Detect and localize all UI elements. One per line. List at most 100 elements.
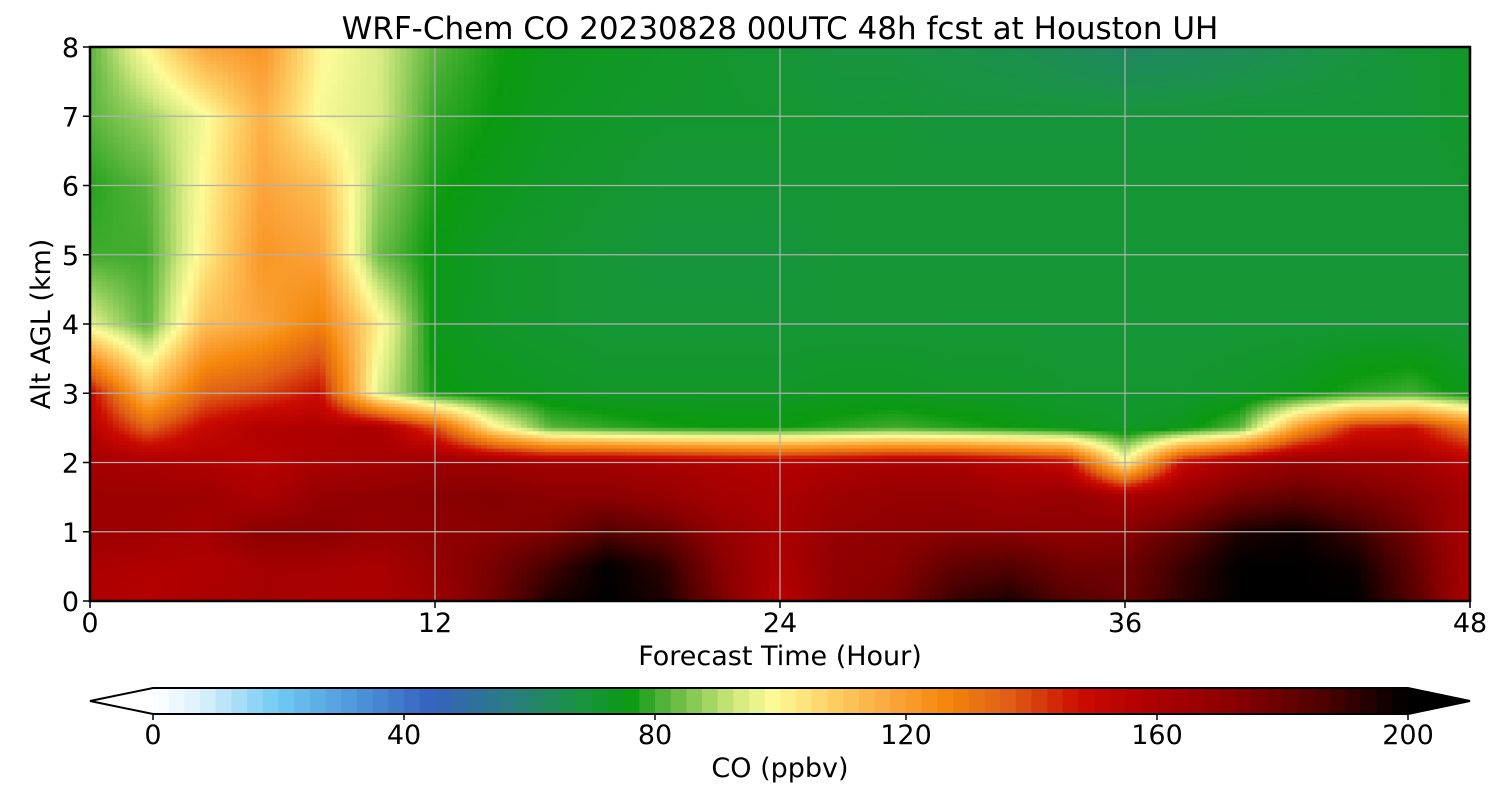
heatmap-cell bbox=[159, 60, 166, 65]
heatmap-cell bbox=[509, 57, 517, 62]
heatmap-cell bbox=[141, 67, 149, 72]
heatmap-cell bbox=[141, 116, 149, 121]
heatmap-cell bbox=[141, 105, 149, 110]
heatmap-cell bbox=[1378, 67, 1385, 72]
heatmap-cell bbox=[642, 53, 649, 58]
heatmap-cell bbox=[297, 67, 304, 72]
heatmap-cell bbox=[711, 95, 718, 100]
heatmap-cell bbox=[1159, 95, 1166, 100]
heatmap-cell bbox=[297, 81, 304, 86]
heatmap-cell bbox=[440, 78, 448, 83]
heatmap-cell bbox=[452, 88, 459, 93]
heatmap-cell bbox=[124, 98, 131, 103]
heatmap-cell bbox=[228, 109, 235, 114]
heatmap-cell bbox=[1401, 53, 1408, 58]
heatmap-cell bbox=[653, 81, 660, 86]
heatmap-cell bbox=[1148, 47, 1155, 52]
heatmap-cell bbox=[141, 60, 149, 65]
heatmap-cell bbox=[423, 47, 430, 52]
heatmap-cell bbox=[1401, 112, 1408, 117]
heatmap-cell bbox=[1395, 92, 1402, 97]
heatmap-cell bbox=[1073, 105, 1080, 110]
heatmap-cell bbox=[429, 78, 436, 83]
heatmap-cell bbox=[601, 85, 609, 90]
heatmap-cell bbox=[716, 98, 724, 103]
heatmap-cell bbox=[291, 81, 298, 86]
heatmap-cell bbox=[205, 112, 212, 117]
heatmap-cell bbox=[665, 57, 672, 62]
heatmap-cell bbox=[964, 74, 971, 79]
heatmap-cell bbox=[1205, 112, 1212, 117]
heatmap-cell bbox=[1188, 98, 1195, 103]
heatmap-cell bbox=[1171, 81, 1178, 86]
heatmap-cell bbox=[1418, 92, 1425, 97]
heatmap-cell bbox=[952, 57, 959, 62]
heatmap-cell bbox=[981, 74, 988, 79]
heatmap-cell bbox=[417, 53, 425, 58]
heatmap-cell bbox=[895, 112, 902, 117]
heatmap-cell bbox=[975, 105, 982, 110]
heatmap-cell bbox=[1136, 47, 1143, 52]
heatmap-cell bbox=[1004, 71, 1011, 76]
heatmap-cell bbox=[544, 57, 551, 62]
heatmap-cell bbox=[659, 85, 666, 90]
heatmap-cell bbox=[504, 92, 511, 97]
heatmap-cell bbox=[883, 64, 890, 69]
heatmap-cell bbox=[1240, 60, 1247, 65]
heatmap-cell bbox=[808, 47, 816, 52]
heatmap-cell bbox=[1418, 74, 1425, 79]
heatmap-cell bbox=[676, 98, 683, 103]
heatmap-cell bbox=[1366, 71, 1373, 76]
heatmap-cell bbox=[624, 109, 632, 114]
heatmap-cell bbox=[837, 50, 844, 55]
heatmap-cell bbox=[1280, 57, 1287, 62]
heatmap-cell bbox=[1102, 67, 1109, 72]
heatmap-cell bbox=[883, 95, 890, 100]
heatmap-cell bbox=[619, 88, 626, 93]
heatmap-cell bbox=[228, 71, 235, 76]
heatmap-cell bbox=[1021, 64, 1028, 69]
heatmap-cell bbox=[705, 64, 712, 69]
heatmap-cell bbox=[981, 88, 988, 93]
heatmap-cell bbox=[147, 98, 154, 103]
heatmap-cell bbox=[987, 60, 994, 65]
heatmap-cell bbox=[734, 85, 741, 90]
heatmap-cell bbox=[412, 112, 419, 117]
heatmap-cell bbox=[688, 78, 695, 83]
heatmap-cell bbox=[521, 85, 528, 90]
heatmap-cell bbox=[159, 74, 166, 79]
heatmap-cell bbox=[745, 64, 752, 69]
heatmap-cell bbox=[141, 64, 149, 69]
heatmap-cell bbox=[1211, 50, 1218, 55]
heatmap-cell bbox=[320, 109, 327, 114]
heatmap-cell bbox=[1084, 67, 1092, 72]
heatmap-cell bbox=[998, 64, 1005, 69]
heatmap-cell bbox=[665, 50, 672, 55]
heatmap-cell bbox=[412, 78, 419, 83]
heatmap-cell bbox=[412, 74, 419, 79]
heatmap-cell bbox=[1102, 95, 1109, 100]
heatmap-cell bbox=[394, 105, 402, 110]
heatmap-cell bbox=[1056, 116, 1063, 121]
heatmap-cell bbox=[130, 64, 137, 69]
heatmap-cell bbox=[1406, 50, 1414, 55]
heatmap-cell bbox=[969, 102, 977, 107]
heatmap-cell bbox=[463, 60, 471, 65]
heatmap-cell bbox=[463, 50, 471, 55]
heatmap-cell bbox=[728, 78, 735, 83]
heatmap-cell bbox=[1383, 50, 1391, 55]
heatmap-cell bbox=[774, 116, 781, 121]
heatmap-cell bbox=[849, 88, 856, 93]
heatmap-cell bbox=[256, 102, 264, 107]
heatmap-cell bbox=[1360, 53, 1368, 58]
heatmap-cell bbox=[831, 116, 839, 121]
heatmap-cell bbox=[1395, 85, 1402, 90]
heatmap-cell bbox=[964, 71, 971, 76]
heatmap-cell bbox=[222, 109, 229, 114]
heatmap-cell bbox=[239, 57, 246, 62]
heatmap-cell bbox=[1268, 78, 1276, 83]
heatmap-cell bbox=[544, 92, 551, 97]
heatmap-cell bbox=[475, 95, 482, 100]
heatmap-cell bbox=[929, 88, 936, 93]
heatmap-cell bbox=[90, 78, 97, 83]
